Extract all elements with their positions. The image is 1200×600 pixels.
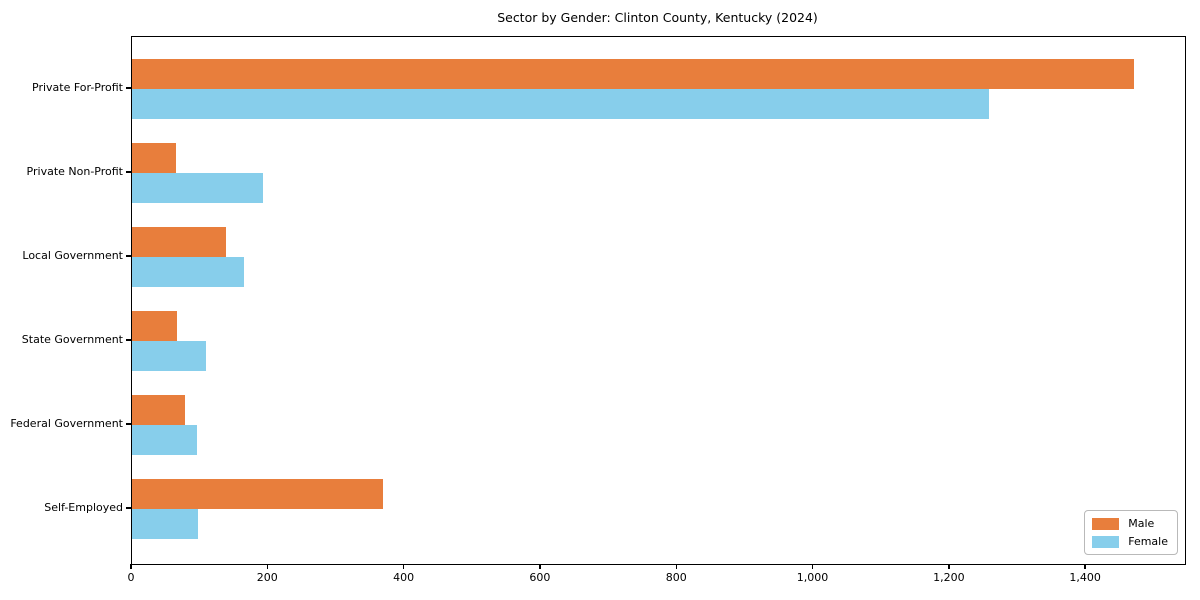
y-tick-label: Local Government xyxy=(22,249,123,262)
bar-female xyxy=(132,509,199,539)
bar-female xyxy=(132,341,206,371)
x-tick xyxy=(948,564,950,569)
x-tick-label: 0 xyxy=(127,571,135,584)
x-tick-label: 1,400 xyxy=(1069,571,1101,584)
bar-male xyxy=(132,479,384,509)
x-tick-label: 200 xyxy=(256,571,278,584)
y-tick-label: Federal Government xyxy=(10,417,123,430)
bar-female xyxy=(132,89,990,119)
x-tick-label: 800 xyxy=(665,571,687,584)
legend-swatch-female-icon xyxy=(1092,535,1120,548)
bar-female xyxy=(132,257,244,287)
bar-male xyxy=(132,143,177,173)
x-tick xyxy=(402,564,405,569)
x-tick xyxy=(266,564,268,569)
plot-area: Male Female xyxy=(131,36,1186,565)
x-tick xyxy=(675,564,677,569)
bar-male xyxy=(132,227,227,257)
chart-title: Sector by Gender: Clinton County, Kentuc… xyxy=(497,10,818,25)
bar-female xyxy=(132,173,263,203)
y-tick xyxy=(126,423,131,425)
legend-label: Male xyxy=(1128,517,1155,530)
y-tick xyxy=(126,507,131,509)
y-tick-label: State Government xyxy=(21,333,123,346)
x-tick xyxy=(811,564,814,569)
x-tick-label: 400 xyxy=(393,571,415,584)
x-tick xyxy=(1084,564,1086,569)
legend-item: Male xyxy=(1092,517,1168,530)
y-tick-label: Private Non-Profit xyxy=(26,165,123,178)
y-tick xyxy=(126,339,131,341)
bar-male xyxy=(132,395,186,425)
x-tick-label: 1,200 xyxy=(933,571,965,584)
bar-female xyxy=(132,425,197,455)
bar-male xyxy=(132,59,1134,89)
legend: Male Female xyxy=(1084,510,1178,555)
y-tick-label: Self-Employed xyxy=(44,501,123,514)
bar-male xyxy=(132,311,177,341)
x-tick-label: 1,000 xyxy=(796,571,829,584)
y-tick xyxy=(126,87,131,89)
legend-item: Female xyxy=(1092,535,1168,548)
x-tick xyxy=(130,564,132,569)
legend-swatch-male-icon xyxy=(1092,517,1120,530)
y-tick-label: Private For-Profit xyxy=(32,81,123,94)
y-tick xyxy=(126,255,131,257)
x-tick xyxy=(539,564,541,569)
y-tick xyxy=(126,171,131,173)
x-tick-label: 600 xyxy=(529,571,551,584)
legend-label: Female xyxy=(1128,535,1168,548)
